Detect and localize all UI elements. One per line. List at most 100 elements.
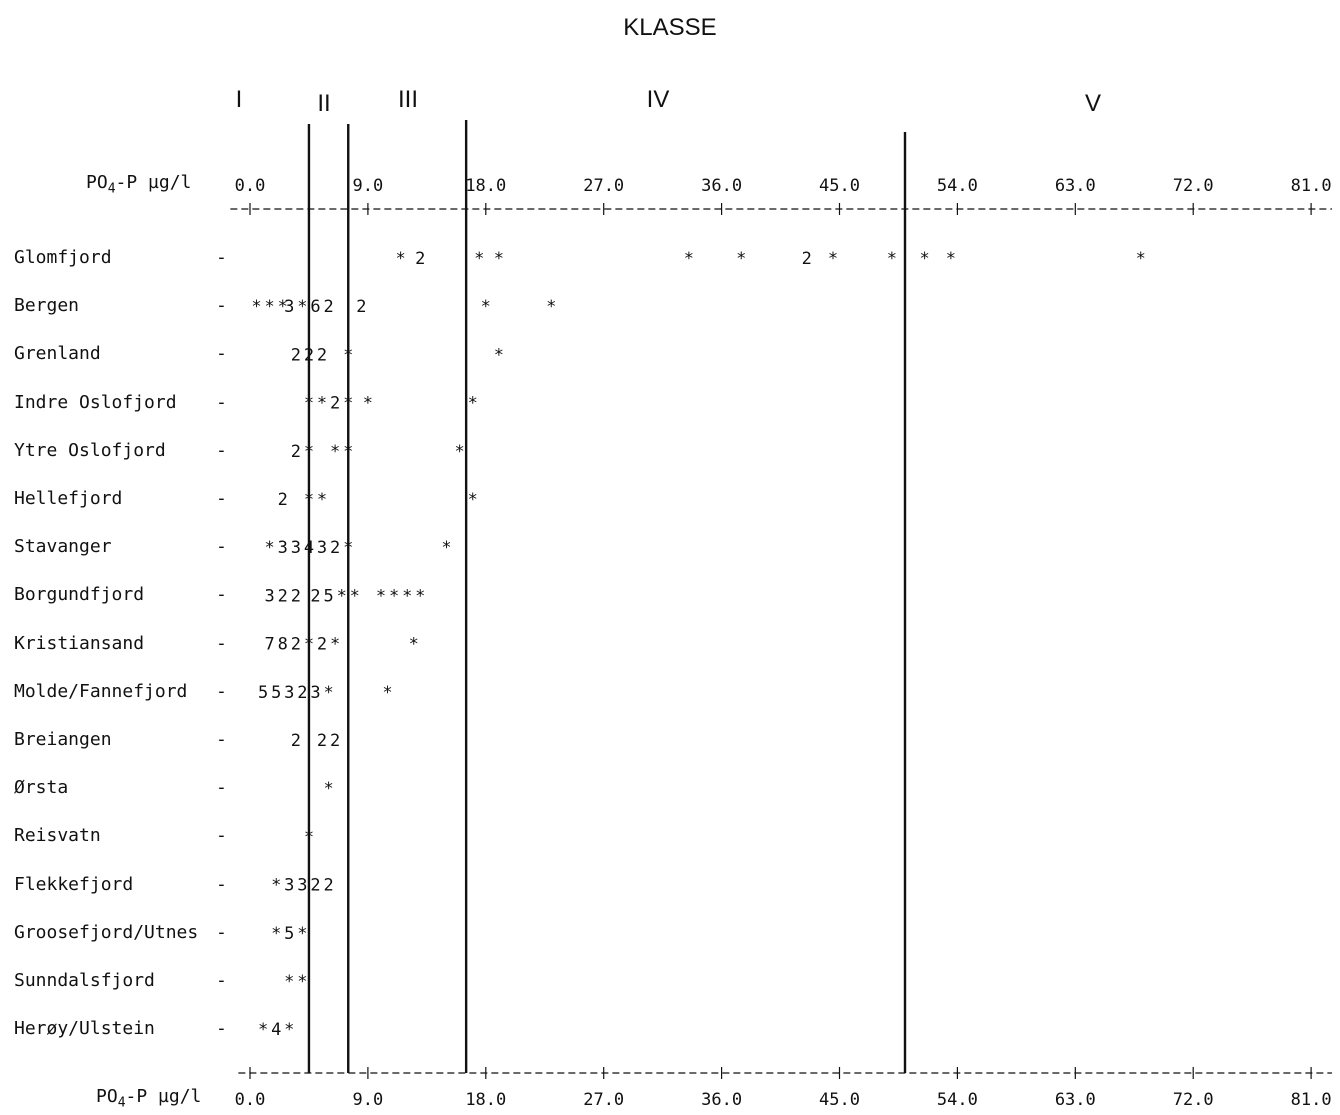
row-dash: - <box>216 825 227 847</box>
data-point: 2 <box>323 876 333 896</box>
data-point: * <box>546 297 556 317</box>
x-tick-label-top: 54.0 <box>937 176 978 196</box>
row-dash: - <box>216 632 227 654</box>
data-point: * <box>323 779 333 799</box>
data-point: 2 <box>278 490 288 510</box>
data-point: 2 <box>317 731 327 751</box>
row-label: Herøy/Ulstein <box>14 1018 155 1040</box>
data-point: * <box>343 394 353 414</box>
data-point: 2 <box>330 394 340 414</box>
data-point: * <box>297 924 307 944</box>
data-point: * <box>297 972 307 992</box>
data-point: 2 <box>330 731 340 751</box>
x-tick-label-top: 0.0 <box>235 176 266 196</box>
row-label: Ørsta <box>14 777 69 799</box>
data-point: * <box>284 972 294 992</box>
axis-label-sub: 4 <box>107 181 116 197</box>
data-point: * <box>736 249 746 269</box>
data-point: 2 <box>310 586 320 606</box>
data-point: 5 <box>258 683 268 703</box>
x-tick-label-bottom: 81.0 <box>1291 1090 1332 1110</box>
data-point: * <box>468 394 478 414</box>
x-tick-label-top: 63.0 <box>1055 176 1096 196</box>
data-point: * <box>887 249 897 269</box>
data-point: * <box>494 345 504 365</box>
data-point: * <box>828 249 838 269</box>
data-point: 2 <box>356 297 366 317</box>
row-dash: - <box>216 247 227 268</box>
row-dash: - <box>216 970 227 991</box>
data-point: * <box>409 635 419 655</box>
data-point: * <box>389 586 399 606</box>
data-point: 2 <box>278 586 288 606</box>
data-point: * <box>350 586 360 606</box>
chart-title: KLASSE <box>623 14 717 41</box>
data-point: * <box>271 924 281 944</box>
row-label: Hellefjord <box>14 488 123 509</box>
data-point: * <box>297 297 307 317</box>
data-point: * <box>468 490 478 510</box>
x-tick-label-bottom: 27.0 <box>583 1090 624 1110</box>
data-point: * <box>343 442 353 462</box>
data-point: * <box>415 586 425 606</box>
x-tick-label-top: 36.0 <box>701 176 742 196</box>
row-label: Bergen <box>14 295 80 317</box>
data-point: * <box>330 635 340 655</box>
class-label-ii: II <box>317 90 331 117</box>
row-dash: - <box>216 536 227 558</box>
x-tick-label-bottom: 72.0 <box>1173 1090 1214 1110</box>
data-point: * <box>317 490 327 510</box>
data-point: 2 <box>291 586 301 606</box>
row-label: Indre Oslofjord <box>14 391 177 413</box>
row-dash: - <box>216 343 227 365</box>
x-tick-label-top: 9.0 <box>353 176 384 196</box>
data-point: * <box>402 586 412 606</box>
data-point: * <box>304 827 314 847</box>
data-point: * <box>396 249 406 269</box>
data-point: * <box>376 586 386 606</box>
class-label-v: V <box>1084 90 1102 117</box>
data-point: * <box>284 1020 294 1040</box>
data-point: * <box>258 1020 268 1040</box>
x-tick-label-bottom: 63.0 <box>1055 1090 1096 1110</box>
data-point: 4 <box>271 1020 281 1040</box>
data-point: * <box>946 249 956 269</box>
data-point: 2 <box>297 683 307 703</box>
x-tick-label-bottom: 9.0 <box>353 1090 384 1110</box>
data-point: * <box>317 394 327 414</box>
class-label-iv: IV <box>646 86 670 113</box>
data-point: * <box>474 249 484 269</box>
row-label: Flekkefjord <box>14 873 134 895</box>
row-label: Grenland <box>14 343 101 365</box>
data-point: * <box>265 538 275 558</box>
data-point: 2 <box>415 249 425 269</box>
row-label: Kristiansand <box>14 632 145 654</box>
row-dash: - <box>216 1018 227 1040</box>
data-point: * <box>382 683 392 703</box>
data-point: * <box>337 586 347 606</box>
data-point: * <box>304 394 314 414</box>
row-label: Borgundfjord <box>14 584 145 606</box>
data-point: 5 <box>284 924 294 944</box>
data-point: 3 <box>265 586 275 606</box>
data-point: 3 <box>278 538 288 558</box>
data-point: * <box>920 249 930 269</box>
data-point: 2 <box>330 538 340 558</box>
data-point: 2 <box>291 635 301 655</box>
data-point: 5 <box>323 586 333 606</box>
x-tick-label-bottom: 0.0 <box>235 1090 266 1110</box>
x-axis-label-top: PO4-P µg/l <box>86 172 191 197</box>
x-tick-label-top: 72.0 <box>1173 176 1214 196</box>
data-point: 2 <box>304 345 314 365</box>
row-dash: - <box>216 439 227 461</box>
row-dash: - <box>216 729 227 750</box>
axis-label-rest: -P µg/l <box>115 172 192 193</box>
row-dash: - <box>216 584 227 606</box>
data-point: 6 <box>310 297 320 317</box>
data-point: 3 <box>297 876 307 896</box>
data-point: 2 <box>291 442 301 462</box>
data-point: 2 <box>291 345 301 365</box>
data-point: 3 <box>317 538 327 558</box>
data-point: * <box>304 442 314 462</box>
x-tick-label-top: 45.0 <box>819 176 860 196</box>
